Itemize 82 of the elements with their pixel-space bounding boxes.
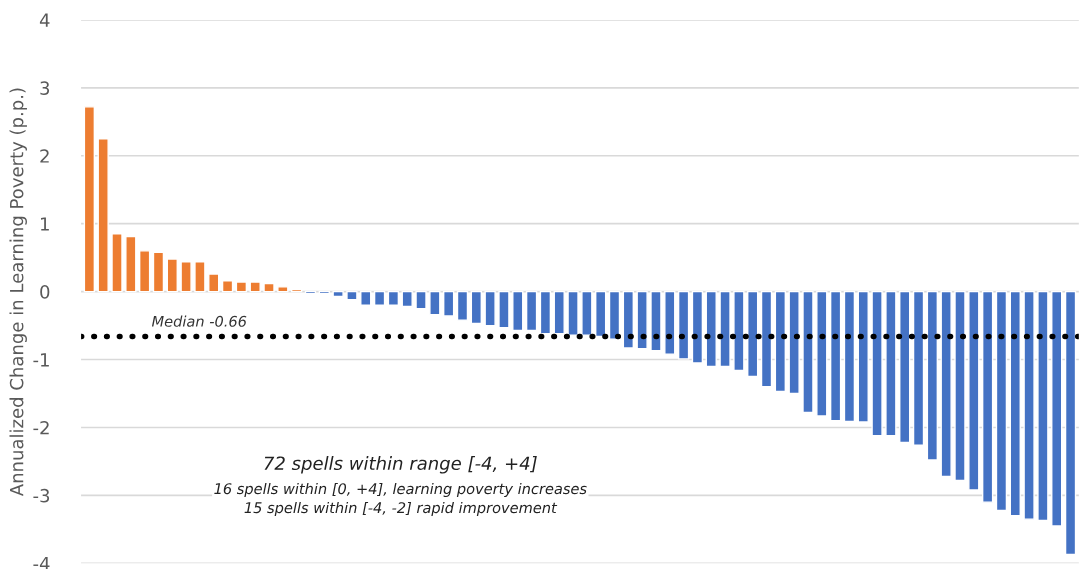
bar [429, 290, 441, 316]
bar [470, 290, 482, 325]
bar [387, 290, 400, 306]
bar [360, 290, 372, 306]
bar [484, 290, 496, 327]
bar [111, 233, 123, 293]
bar [995, 290, 1008, 512]
bar [525, 290, 538, 332]
bar [788, 290, 800, 395]
bar [180, 261, 192, 293]
bar [608, 290, 621, 340]
bar [498, 290, 510, 329]
bar [346, 290, 358, 301]
bar [760, 290, 773, 388]
bar [581, 290, 593, 336]
bar [401, 290, 413, 308]
bar [926, 290, 939, 461]
bar [595, 290, 607, 338]
bar [553, 290, 565, 335]
bar [166, 258, 178, 293]
bar [277, 286, 289, 293]
bar [194, 261, 206, 293]
annotation: 16 spells within [0, +4], learning poverty increases [214, 482, 587, 498]
bar [650, 290, 662, 352]
bar [263, 282, 275, 293]
bar [940, 290, 952, 478]
bar [733, 290, 745, 372]
y-tick-label: -2 [33, 420, 49, 435]
bar [1051, 290, 1063, 527]
y-tick-label: 4 [39, 13, 50, 27]
bar [373, 290, 386, 306]
y-tick-label: 0 [40, 285, 50, 299]
bar [885, 290, 897, 437]
bar [221, 280, 234, 293]
bar [332, 290, 344, 298]
bar [249, 281, 261, 293]
bar [97, 138, 109, 293]
annotation: 72 spells within range [-4, +4] [264, 456, 537, 474]
bar [968, 290, 980, 491]
bar [152, 251, 165, 293]
y-tick-label: -1 [33, 353, 49, 367]
bar [871, 290, 883, 437]
bar [802, 290, 814, 414]
bar [912, 290, 925, 446]
annotation: 15 spells within [-4, -2] rapid improvement [244, 501, 558, 517]
bar [747, 290, 759, 378]
bar [843, 290, 856, 423]
bar [719, 290, 731, 368]
bar [705, 290, 717, 368]
y-tick-label: -3 [33, 488, 50, 503]
bar [622, 290, 634, 349]
bar [1009, 290, 1021, 517]
bar [664, 290, 676, 355]
bar [415, 290, 427, 310]
ref-line-label: Median -0.66 [151, 315, 247, 327]
y-tick-label: 3 [40, 81, 50, 95]
bar [125, 235, 137, 293]
bar [539, 290, 552, 335]
bar [567, 290, 579, 336]
bar [677, 290, 690, 360]
bar [512, 290, 524, 332]
bar [456, 290, 469, 321]
bar [83, 106, 96, 293]
bar [443, 290, 455, 317]
y-tick-label: 1 [41, 217, 49, 231]
bar [829, 290, 842, 422]
bar [954, 290, 966, 482]
bar [899, 290, 911, 444]
y-axis-title: Annualized Change in Learning Poverty (p.p.) [9, 88, 27, 497]
bar [691, 290, 704, 364]
bar [981, 290, 994, 503]
bar [636, 290, 648, 350]
bar [1023, 290, 1035, 520]
y-tick-label: 2 [40, 149, 49, 163]
bar [816, 290, 828, 417]
bar [857, 290, 869, 423]
bar [208, 273, 220, 293]
bar [774, 290, 787, 393]
bar [235, 281, 248, 293]
bar [1064, 290, 1077, 556]
bar [138, 250, 151, 293]
bar [1037, 290, 1049, 522]
